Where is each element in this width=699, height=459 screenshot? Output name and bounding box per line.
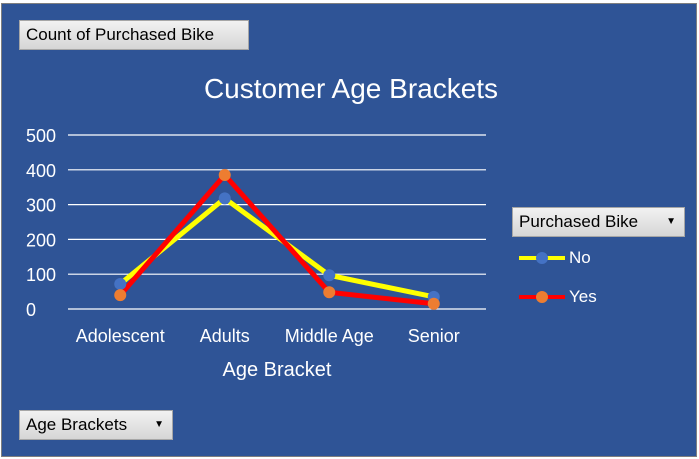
legend-marker-no <box>519 251 565 264</box>
legend-label-yes: Yes <box>569 286 597 306</box>
chart-title: Customer Age Brackets <box>204 73 498 104</box>
axis-field-label: Age Brackets <box>26 415 128 434</box>
y-tick-label: 300 <box>26 196 56 216</box>
x-tick-label: Senior <box>408 326 460 346</box>
chevron-down-icon[interactable]: ▼ <box>154 419 164 430</box>
x-tick-label: Adolescent <box>76 326 165 346</box>
x-axis-label: Age Bracket <box>223 359 332 381</box>
value-field-label: Count of Purchased Bike <box>26 25 215 44</box>
data-point-yes <box>114 289 127 302</box>
data-point-no <box>114 277 127 290</box>
data-point-yes <box>218 169 231 182</box>
data-point-yes <box>427 297 440 310</box>
series-line-yes <box>118 172 435 307</box>
legend-field-label: Purchased Bike <box>519 212 639 231</box>
chevron-down-icon[interactable]: ▼ <box>666 216 676 227</box>
y-tick-label: 100 <box>26 265 56 285</box>
y-tick-label: 500 <box>26 126 56 146</box>
data-point-yes <box>323 286 336 299</box>
axis-field-button[interactable]: Age Brackets ▼ <box>19 410 173 440</box>
y-tick-label: 0 <box>26 300 36 320</box>
legend-entry-yes: Yes <box>517 285 597 307</box>
y-tick-label: 400 <box>26 161 56 181</box>
x-tick-label: Adults <box>200 326 250 346</box>
series-line-no <box>118 195 435 300</box>
value-field-button[interactable]: Count of Purchased Bike <box>19 20 249 50</box>
legend-label-no: No <box>569 247 591 267</box>
y-tick-label: 200 <box>26 230 56 250</box>
legend-entry-no: No <box>517 246 591 268</box>
data-point-no <box>218 192 231 205</box>
data-point-no <box>323 269 336 282</box>
x-tick-label: Middle Age <box>285 326 374 346</box>
legend-field-button[interactable]: Purchased Bike ▼ <box>512 207 685 237</box>
legend-marker-yes <box>519 290 565 303</box>
